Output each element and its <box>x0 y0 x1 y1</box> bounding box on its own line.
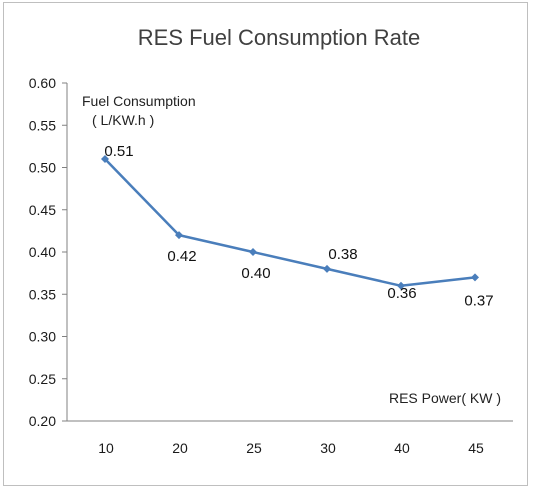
x-tick-label: 25 <box>246 440 262 456</box>
y-tick-label: 0.25 <box>29 371 56 387</box>
x-tick-label: 20 <box>172 440 188 456</box>
series-group <box>101 155 479 290</box>
x-tick-label: 30 <box>320 440 336 456</box>
data-point-marker <box>323 264 331 273</box>
x-tick-label: 45 <box>468 440 484 456</box>
y-tick-label: 0.55 <box>29 117 56 133</box>
x-axis-label: RES Power( KW ) <box>389 390 501 406</box>
data-label: 0.37 <box>464 292 493 309</box>
y-tick-label: 0.60 <box>29 75 56 91</box>
data-label: 0.38 <box>328 246 357 263</box>
data-labels: 0.51 0.42 0.40 0.38 0.36 0.37 <box>104 143 493 309</box>
fuel-consumption-line-chart: RES Fuel Consumption Rate 0.600.550.500.… <box>29 25 513 456</box>
series-line <box>104 158 476 288</box>
data-label: 0.36 <box>387 285 416 302</box>
y-tick-label: 0.40 <box>29 244 56 260</box>
data-point-marker <box>249 248 257 256</box>
data-point-marker <box>397 281 405 290</box>
y-tick-label: 0.20 <box>29 413 56 429</box>
x-tick-labels: 10 20 25 30 40 45 <box>98 440 484 456</box>
y-tick-label: 0.45 <box>29 202 56 218</box>
y-axis-label: Fuel Consumption <box>82 93 196 109</box>
chart-frame: RES Fuel Consumption Rate 0.60 0.55 0.50 0.… <box>3 2 528 486</box>
chart-title: RES Fuel Consumption Rate <box>138 25 420 50</box>
data-point-marker <box>175 231 183 240</box>
data-point-marker <box>471 273 479 282</box>
data-label: 0.42 <box>167 248 196 265</box>
y-tick-label: 0.50 <box>29 160 56 176</box>
y-tick-label: 0.30 <box>29 329 56 345</box>
data-label: 0.51 <box>104 143 133 160</box>
x-tick-label: 40 <box>394 440 410 456</box>
axes <box>66 83 513 422</box>
x-tick-label: 10 <box>98 440 114 456</box>
y-tick-label: 0.35 <box>29 286 56 302</box>
data-label: 0.40 <box>241 265 270 282</box>
y-axis-unit: ( L/KW.h ) <box>92 112 154 128</box>
data-point-marker <box>101 155 109 164</box>
y-tick-labels: 0.60 0.55 0.50 0.45 0.40 0.35 0.30 0.25 0.20 <box>29 75 67 429</box>
